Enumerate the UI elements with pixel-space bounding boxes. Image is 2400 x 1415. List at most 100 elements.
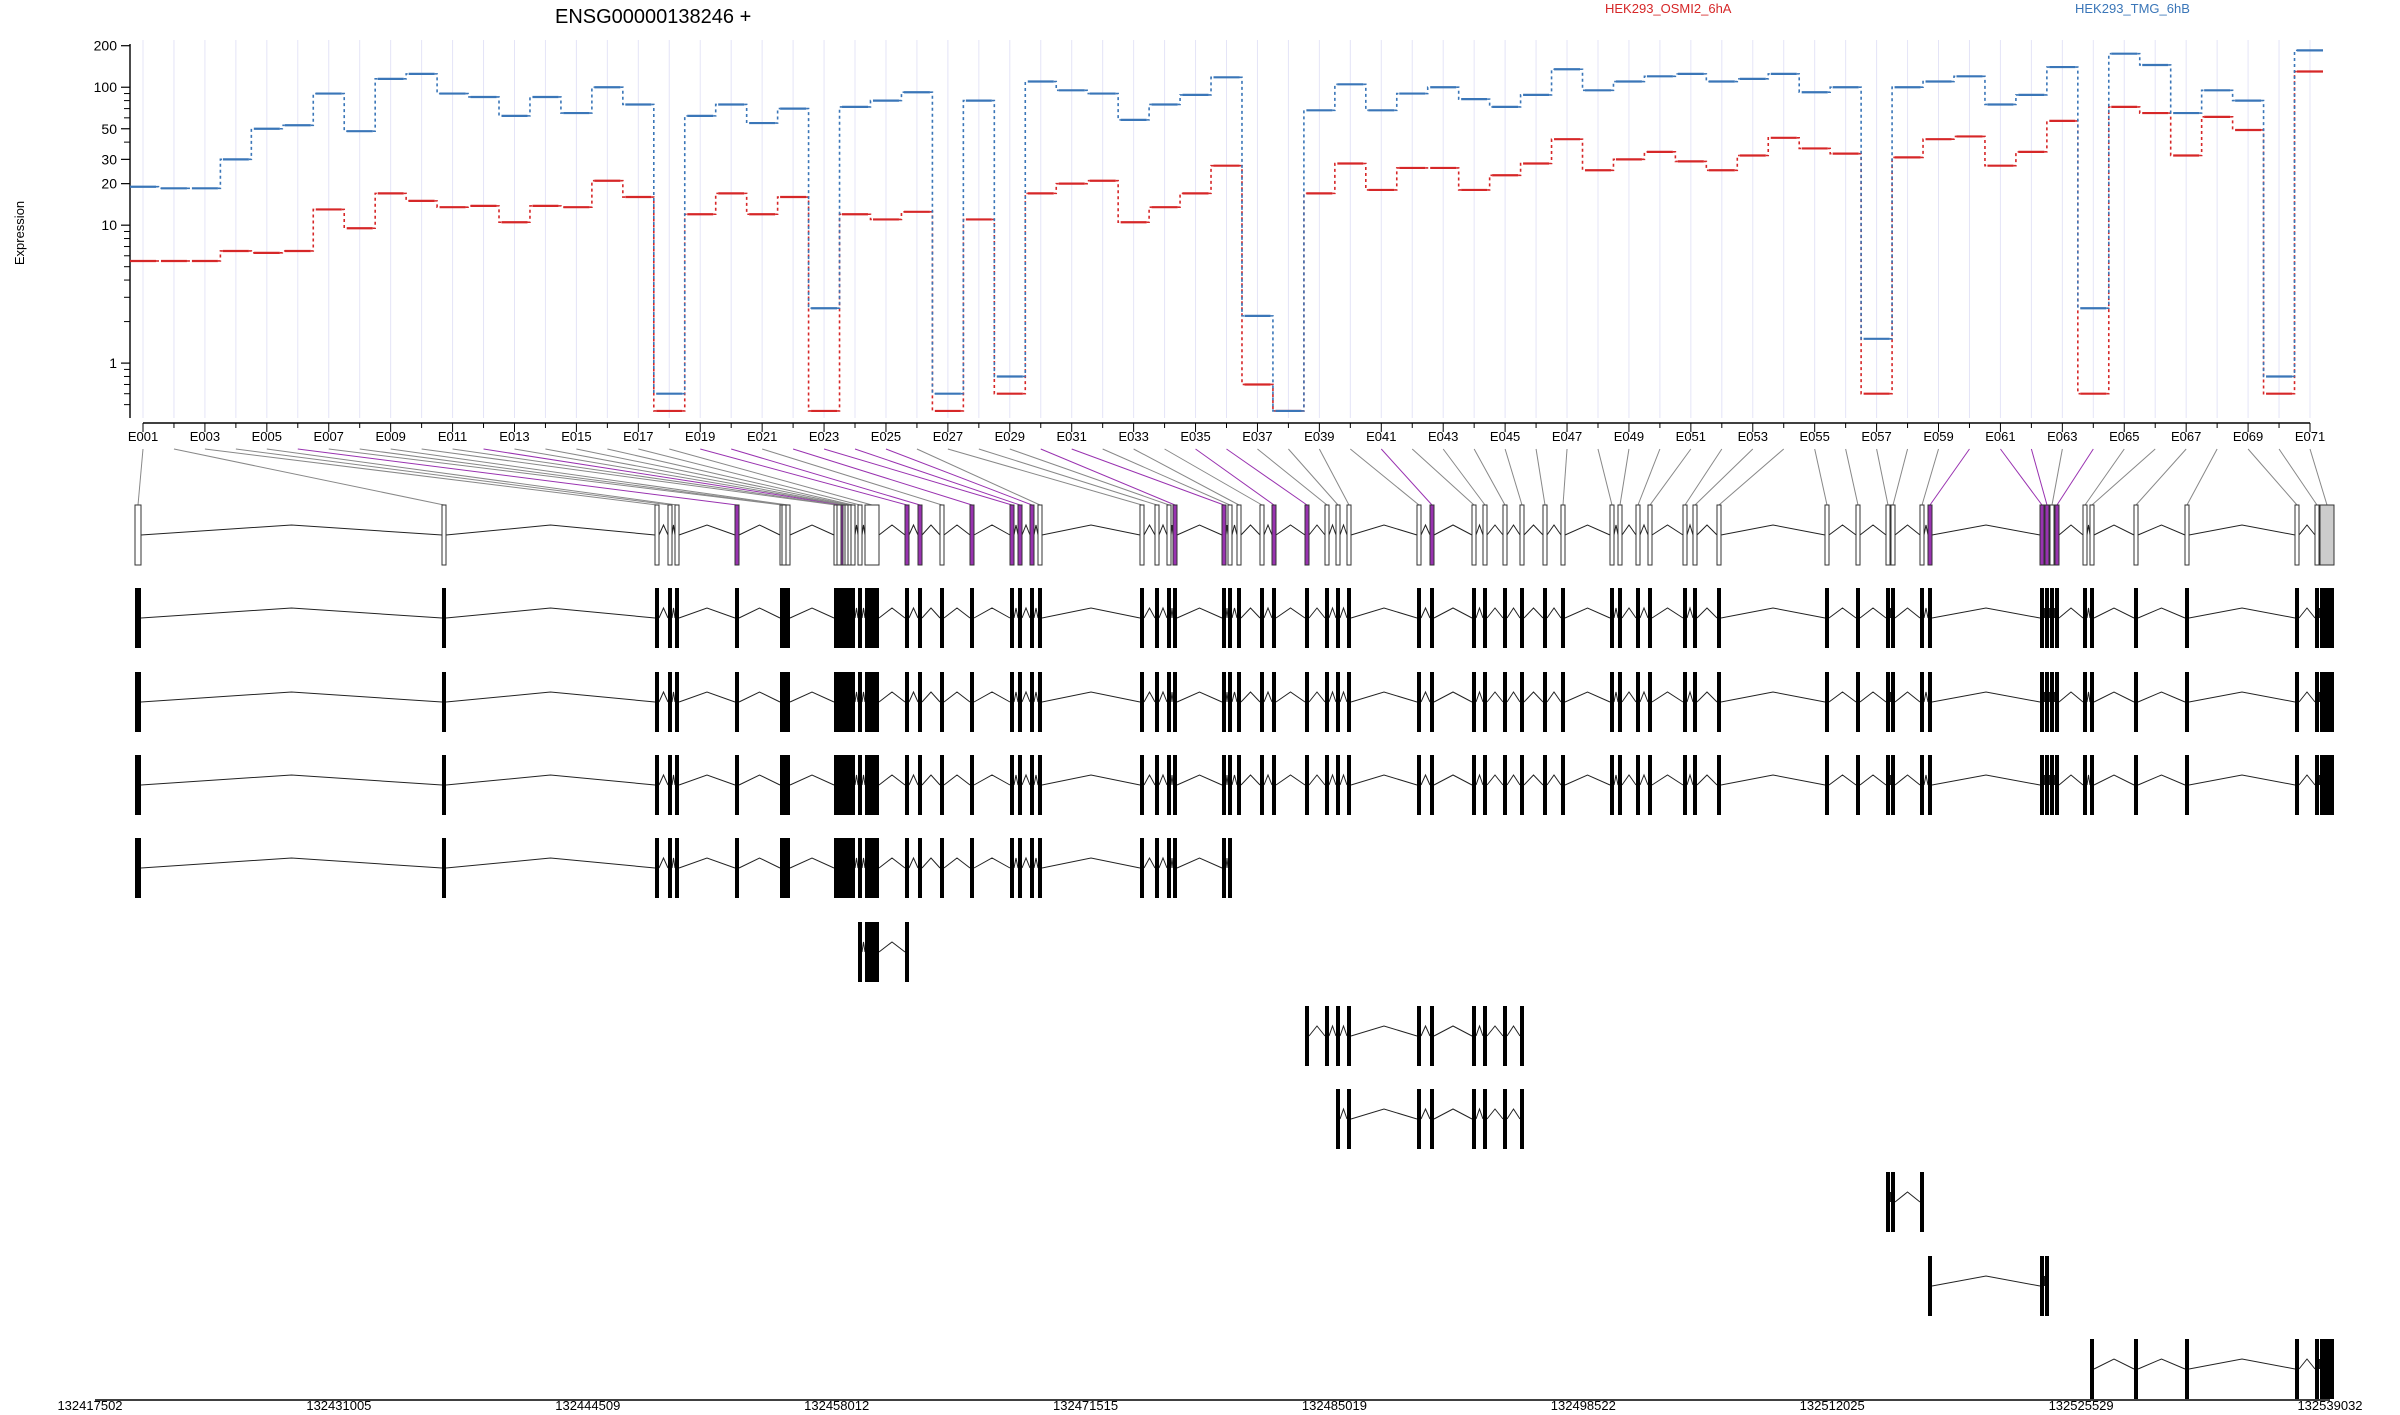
transcript-exon [1222, 588, 1226, 648]
exon-connector [2051, 448, 2063, 506]
series-connector [1827, 86, 1833, 94]
series-connector [2137, 52, 2143, 66]
series-connector [1827, 147, 1833, 155]
exon-connector [2084, 448, 2125, 506]
exon-connector [1071, 448, 1225, 506]
model-exon [1416, 504, 1422, 566]
model-exon [1236, 504, 1242, 566]
transcript-exon [2055, 588, 2059, 648]
exon-connector [1814, 448, 1828, 506]
series-connector [465, 205, 471, 208]
transcript-exon [442, 672, 446, 732]
transcript-exon [1010, 672, 1014, 732]
exon-label: E039 [1304, 429, 1334, 444]
transcript-exon [1886, 588, 1890, 648]
series-connector [1456, 167, 1462, 191]
y-axis: 1 10 20 30 50 100 200 [94, 38, 131, 418]
model-exon [1519, 504, 1525, 566]
transcript-exon [1928, 588, 1932, 648]
transcript-exon [135, 838, 141, 898]
exon-connector [1892, 448, 1909, 506]
transcript-exon [858, 672, 862, 732]
transcript-exon [735, 755, 739, 815]
transcript-exon [1038, 588, 1042, 648]
series-connector [341, 208, 347, 230]
exon-label: E019 [685, 429, 715, 444]
exon-connector [823, 448, 1013, 506]
transcript-exon [2050, 755, 2054, 815]
series-connector [2044, 66, 2050, 96]
transcript-exon [1472, 1089, 1476, 1149]
transcript-exon [2045, 755, 2049, 815]
exon-connector [235, 448, 671, 506]
transcript-exon [135, 588, 141, 648]
transcript-exon [905, 755, 909, 815]
exon-connector [390, 448, 789, 506]
transcript-exon [1272, 672, 1276, 732]
model-exon [1890, 504, 1896, 566]
transcript-exon [1503, 1006, 1507, 1066]
transcript-exon [1228, 755, 1232, 815]
transcript-exon [675, 588, 679, 648]
series-connector [2013, 94, 2019, 106]
transcript-exon [2134, 588, 2138, 648]
transcript-exon [1520, 1006, 1524, 1066]
transcript-exon [1825, 588, 1829, 648]
exon-axis: E001 E003 E005 E007 E009 E011 E013 E015 E017 E019… [128, 422, 2325, 444]
exon-label: E041 [1366, 429, 1396, 444]
model-exon [1017, 504, 1023, 566]
y-tick-label: 100 [94, 79, 118, 95]
grid-lines [142, 40, 2311, 418]
transcript-exon [851, 672, 855, 732]
model-exon [1927, 504, 1933, 566]
transcript-exon [1018, 672, 1022, 732]
transcript-exon [1237, 755, 1241, 815]
y-tick-label: 50 [101, 121, 117, 137]
exon-connector [2030, 448, 2048, 506]
transcript-exon [1693, 672, 1697, 732]
transcript-exon [1618, 672, 1622, 732]
exon-label: E059 [1923, 429, 1953, 444]
model-exon [2294, 504, 2300, 566]
transcript-exon [1543, 588, 1547, 648]
exon-connector [700, 448, 908, 506]
transcript-exon [848, 588, 852, 648]
transcript-exon [1825, 672, 1829, 732]
transcript-exon [2045, 672, 2049, 732]
series-connector [1858, 86, 1864, 340]
transcript-exon [2055, 672, 2059, 732]
transcript-exon [135, 672, 141, 732]
exon-label: E027 [933, 429, 963, 444]
transcript-exon [1336, 588, 1340, 648]
series-connector [1177, 192, 1183, 208]
transcript-exon [1417, 588, 1421, 648]
exon-connector [638, 448, 861, 506]
transcript-exon [845, 838, 849, 898]
model-exon [2039, 504, 2045, 566]
transcript-exon [1610, 588, 1614, 648]
series-connector [527, 205, 533, 224]
transcript-exon [2320, 755, 2334, 815]
exon-label: E071 [2295, 429, 2325, 444]
exon-connector [2309, 448, 2328, 506]
transcript-exon [1140, 588, 1144, 648]
exon-connector [1473, 448, 1506, 506]
transcript-exon [655, 672, 659, 732]
transcript-exon [1347, 755, 1351, 815]
exon-connector [545, 448, 848, 506]
exon-connector [607, 448, 854, 506]
exon-label: E003 [190, 429, 220, 444]
series-connector [1053, 182, 1059, 195]
series-connector [310, 92, 316, 127]
transcript-exon [865, 672, 879, 732]
transcript-exon [1305, 1006, 1309, 1066]
transcript-exon [1891, 1172, 1895, 1232]
model-exon [2049, 504, 2055, 566]
series-connector [2106, 52, 2112, 310]
exon-label: E009 [375, 429, 405, 444]
model-exon [1227, 504, 1233, 566]
transcript-exon [735, 672, 739, 732]
genome-tick-label: 132512025 [1800, 1398, 1865, 1410]
transcript-exon [1886, 755, 1890, 815]
series-connector [2013, 151, 2019, 167]
